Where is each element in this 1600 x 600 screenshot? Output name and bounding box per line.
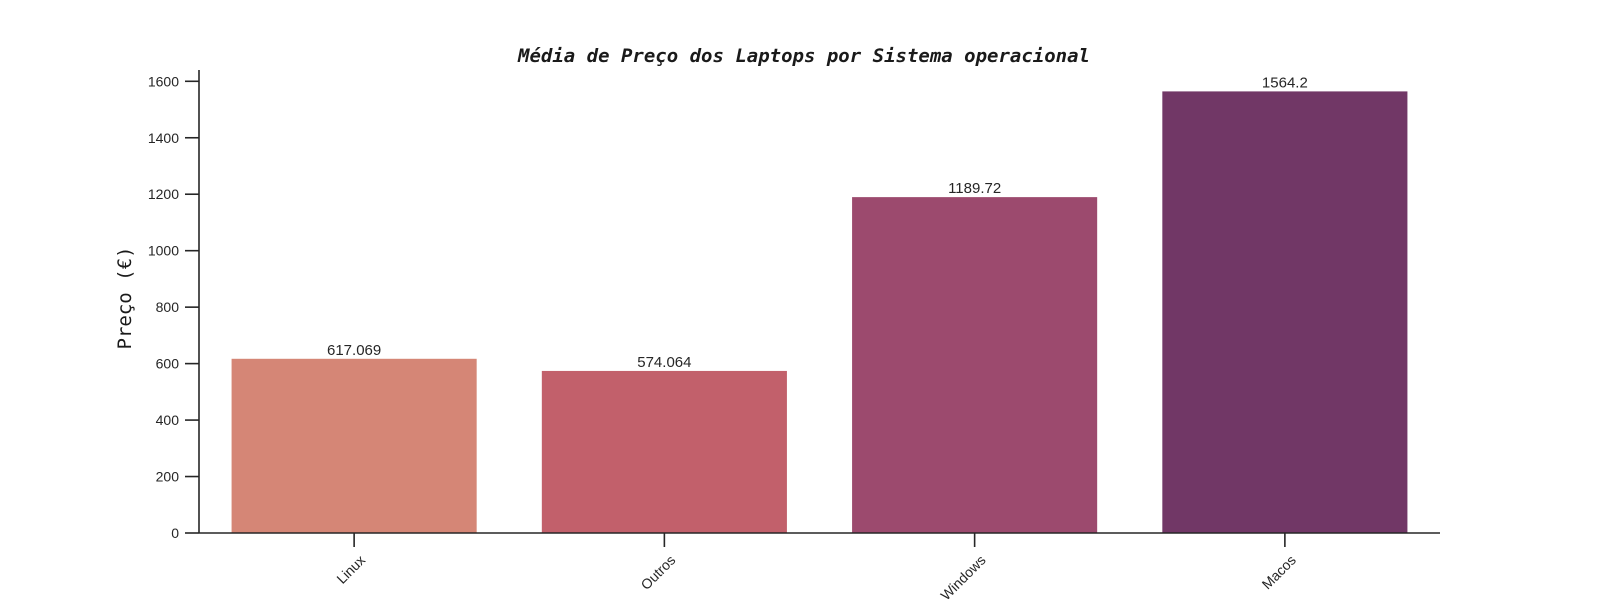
y-tick-label: 800 [156,299,180,315]
bar-value-label: 617.069 [327,342,381,359]
bar-value-label: 1564.2 [1262,74,1308,91]
bar-outros [541,370,787,533]
y-axis-ticks: 0 200 400 600 800 1000 1200 1400 1600 [148,73,199,541]
y-tick-label: 400 [156,412,180,428]
bar-macos [1162,91,1408,534]
y-tick-label: 1000 [148,243,179,259]
bar-linux [231,358,477,533]
y-tick-label: 0 [171,525,179,541]
y-tick-label: 1600 [148,73,179,89]
y-tick-label: 1200 [148,186,179,202]
x-tick-label: Macos [1259,552,1299,592]
bar-windows [852,197,1098,533]
bars-group: 617.069 574.064 1189.72 1564.2 [231,74,1408,534]
x-axis-ticks: Linux Outros Windows Macos [333,533,1299,600]
y-tick-label: 1400 [148,130,179,146]
x-tick-label: Linux [333,552,368,587]
x-tick-label: Outros [637,552,678,593]
x-tick-label: Windows [937,552,988,600]
y-tick-label: 600 [156,356,180,372]
bar-value-label: 1189.72 [948,180,1001,197]
y-tick-label: 200 [156,469,180,485]
y-axis-label: Preço (€) [114,247,136,350]
chart-title: Média de Preço dos Laptops por Sistema o… [517,45,1090,67]
bar-value-label: 574.064 [637,354,691,371]
